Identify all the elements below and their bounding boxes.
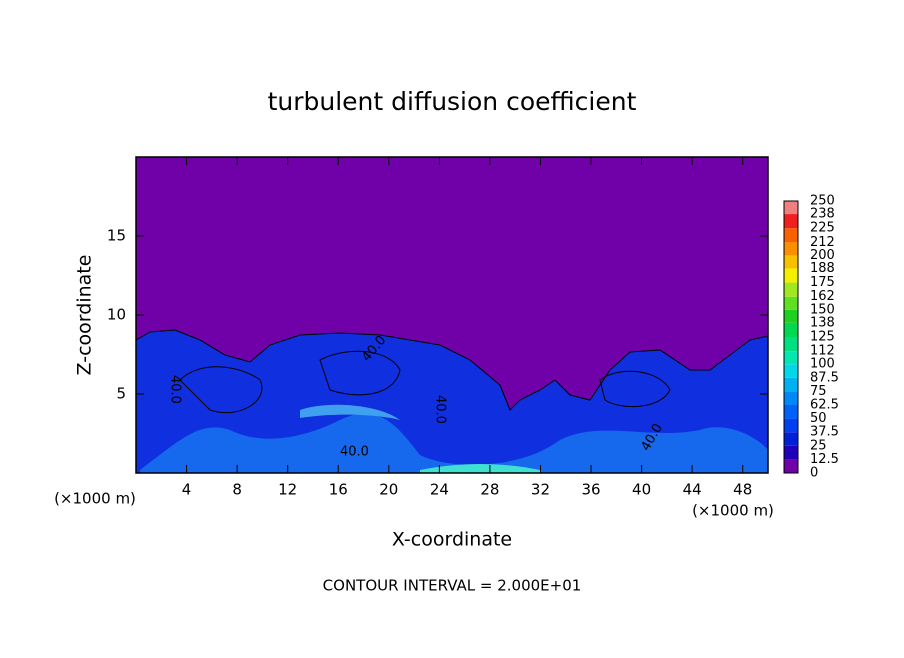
colorbar-label: 162 (810, 289, 835, 304)
colorbar-band (784, 201, 798, 215)
y-axis-label: Z-coordinate (74, 255, 96, 376)
contour-label: 40.0 (340, 445, 369, 460)
footer-note: CONTOUR INTERVAL = 2.000E+01 (323, 577, 582, 595)
colorbar-label: 200 (810, 248, 835, 263)
field-streak (140, 413, 768, 473)
x-tick-label: 36 (581, 481, 600, 499)
colorbar-label: 175 (810, 275, 835, 290)
contour-line (179, 350, 671, 414)
colorbar-band (784, 391, 798, 405)
x-tick-label: 8 (232, 481, 242, 499)
colorbar-label: 150 (810, 302, 835, 317)
x-tick-label: 28 (480, 481, 499, 499)
colorbar-label: 250 (810, 194, 835, 209)
x-tick-label: 24 (430, 481, 449, 499)
x-tick-label: 40 (632, 481, 651, 499)
colorbar-label: 112 (810, 344, 835, 359)
colorbar-label: 125 (810, 330, 835, 345)
x-tick-label: 4 (182, 481, 192, 499)
x-tick-label: 48 (733, 481, 752, 499)
colorbar-band (784, 228, 798, 243)
colorbar-label: 50 (810, 411, 827, 426)
colorbar-band (784, 432, 798, 446)
colorbar-label: 138 (810, 315, 835, 330)
colorbar-band (784, 255, 798, 269)
colorbar-label: 100 (810, 357, 835, 372)
colorbar-band (784, 322, 798, 337)
colorbar-label: 37.5 (810, 425, 839, 440)
contour-label: 40.0 (168, 375, 183, 404)
colorbar-band (784, 268, 798, 283)
colorbar-label: 25 (810, 438, 827, 453)
colorbar-band (784, 296, 798, 310)
x-axis-label: X-coordinate (392, 529, 512, 551)
colorbar-band (784, 377, 798, 392)
x-tick-label: 44 (683, 481, 702, 499)
field-streak (300, 404, 400, 420)
colorbar-band (784, 214, 798, 229)
colorbar-label: 12.5 (810, 452, 839, 467)
y-tick-label: 15 (107, 227, 126, 245)
x-tick-label: 32 (531, 481, 550, 499)
colorbar-label: 0 (810, 466, 818, 481)
colorbar-band (784, 364, 798, 378)
x-tick-label: 16 (329, 481, 348, 499)
x-tick-label: 20 (379, 481, 398, 499)
colorbar-band (784, 282, 798, 297)
colorbar-band (784, 351, 798, 365)
chart-title: turbulent diffusion coefficient (268, 87, 637, 116)
field-streak (420, 464, 540, 473)
colorbar-label: 62.5 (810, 398, 839, 413)
colorbar-label: 188 (810, 261, 835, 276)
colorbar-label: 75 (810, 384, 827, 399)
colorbar-label: 212 (810, 235, 835, 250)
colorbar-band (784, 445, 798, 460)
colorbar-band (784, 337, 798, 352)
colorbar-label: 225 (810, 221, 835, 236)
colorbar-band (784, 309, 798, 323)
colorbar-frame (783, 200, 799, 474)
y-tick-label: 10 (107, 306, 126, 324)
colorbar-band (784, 405, 798, 419)
colorbar-band (784, 242, 798, 256)
contour-label: 40.0 (433, 395, 448, 424)
x-unit: (×1000 m) (54, 490, 136, 508)
colorbar-label: 87.5 (810, 370, 839, 385)
y-tick-label: 5 (116, 385, 126, 403)
x-tick-label: 12 (278, 481, 297, 499)
colorbar-label: 238 (810, 207, 835, 222)
colorbar-band (784, 418, 798, 433)
x-unit: (×1000 m) (692, 502, 774, 520)
colorbar-band (784, 459, 798, 473)
plot-area (135, 156, 769, 474)
